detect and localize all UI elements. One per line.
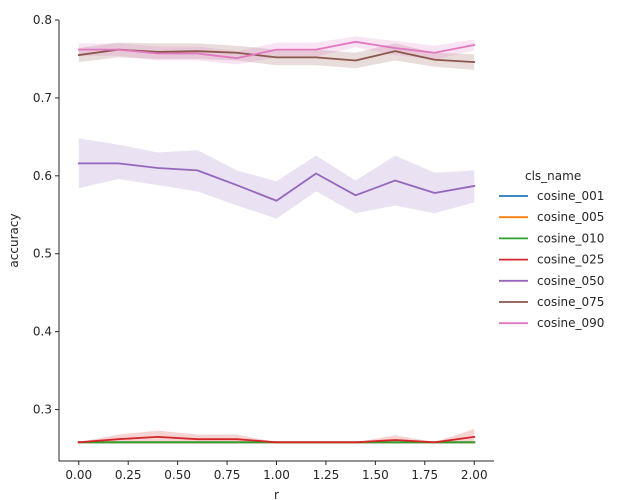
legend-entry-cosine-050: cosine_050 [537,274,604,288]
series-line-cosine-090 [77,40,476,60]
series-line-cosine-050 [77,162,476,202]
legend-title: cls_name [525,169,581,183]
y-tick-label: 0.5 [33,247,52,261]
series-line-cosine-075 [77,48,476,64]
confidence-band-cosine-025 [78,429,475,443]
x-tick-label: 2.00 [461,468,488,482]
x-axis-label: r [274,488,279,500]
legend-entry-cosine-001: cosine_001 [537,189,604,203]
y-tick-label: 0.3 [33,403,52,417]
legend-entry-cosine-005: cosine_005 [537,210,604,224]
x-tick-label: 1.50 [362,468,389,482]
x-tick-label: 1.75 [411,468,438,482]
axes [58,20,494,462]
x-tick-label: 1.25 [313,468,340,482]
y-tick-label: 0.4 [33,325,52,339]
legend-entry-cosine-075: cosine_075 [537,295,604,309]
y-tick-label: 0.8 [33,13,52,27]
x-tick-label: 0.75 [214,468,241,482]
x-tick-label: 1.00 [263,468,290,482]
series-lines [77,40,476,444]
x-tick-label: 0.50 [164,468,191,482]
x-tick-label: 0.00 [65,468,92,482]
y-ticks: 0.3 0.4 0.5 0.6 0.7 0.8 [33,13,59,417]
y-tick-label: 0.6 [33,169,52,183]
x-ticks: 0.00 0.25 0.50 0.75 1.00 1.25 1.50 1.75 2.00 [65,461,488,482]
confidence-band-cosine-075 [78,42,475,70]
y-axis-label: accuracy [7,213,21,267]
legend: cls_name cosine_001 cosine_005 cosine_010c… [499,169,604,330]
series-line-cosine-025 [77,435,476,444]
legend-entry-cosine-090: cosine_090 [537,316,604,330]
legend-entry-cosine-010: cosine_010 [537,231,604,245]
confidence-band-cosine-050 [78,138,475,219]
y-tick-label: 0.7 [33,91,52,105]
x-tick-label: 0.25 [115,468,142,482]
confidence-bands [78,36,475,443]
legend-entry-cosine-025: cosine_025 [537,253,604,267]
